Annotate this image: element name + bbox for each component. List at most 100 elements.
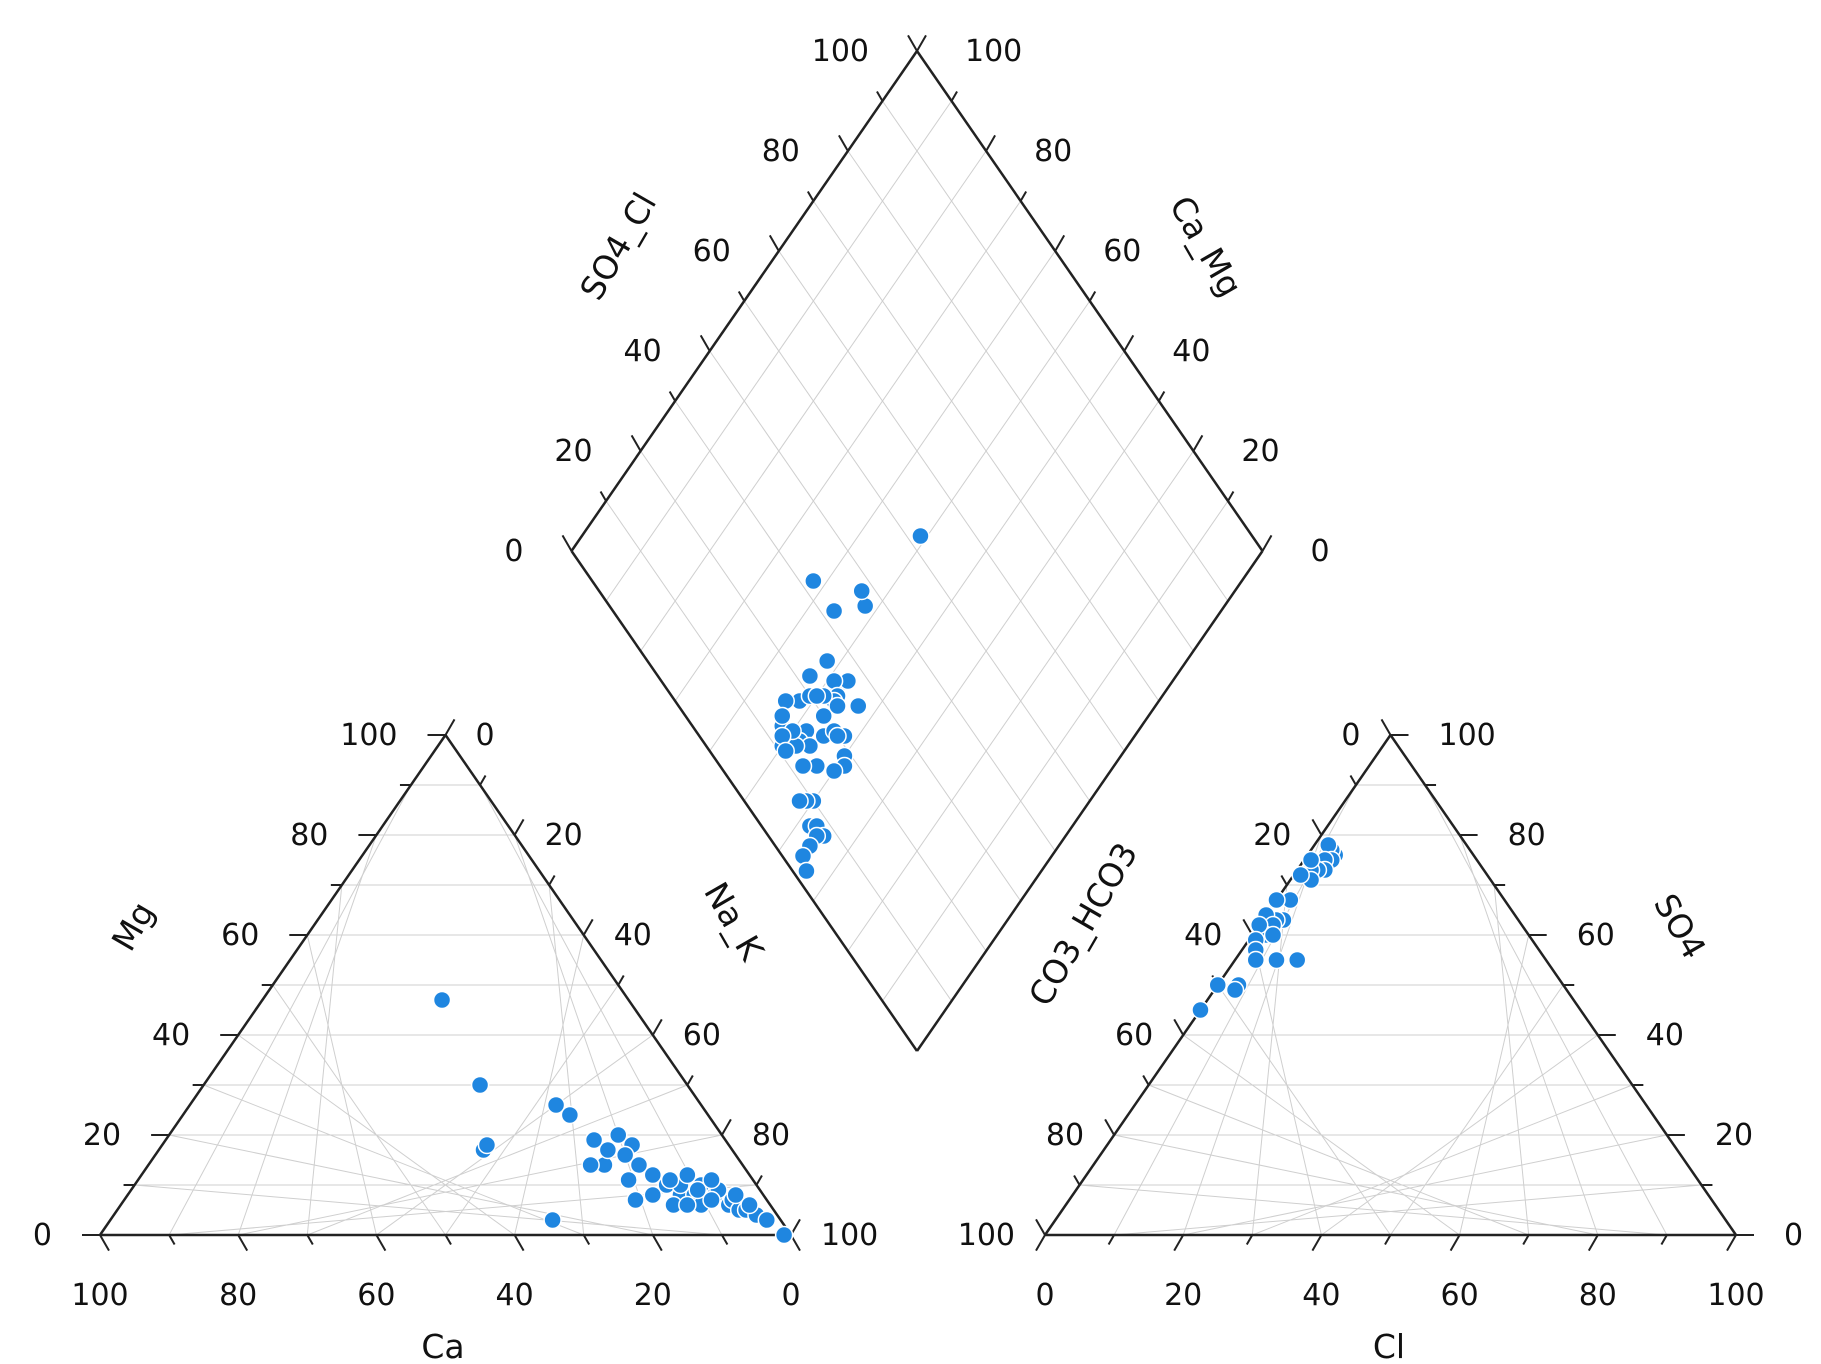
cation-bottom-tick <box>168 1234 176 1246</box>
cation-grid-line <box>134 1184 722 1236</box>
cation-data-point <box>740 1195 759 1215</box>
diamond-data-point <box>793 846 813 866</box>
anion-left-tick <box>1280 874 1288 886</box>
cation-data-point <box>660 1170 680 1190</box>
diamond-grid-line <box>709 250 1056 752</box>
anion-data-point <box>1319 835 1338 855</box>
anion-grid-line <box>1459 934 1530 1236</box>
cation-bottom-tick-label: 80 <box>219 1278 257 1313</box>
diamond-data-point <box>814 706 833 726</box>
anion-bottom-tick <box>1522 1234 1530 1246</box>
diamond-grid-line <box>605 100 952 602</box>
cation-data-point <box>726 1185 745 1205</box>
anion-bottom-tick-label: 80 <box>1579 1278 1617 1313</box>
diamond-grid-line <box>812 200 1160 702</box>
diamond-data-point <box>824 761 844 781</box>
cation-left-tick-label: 0 <box>33 1218 52 1253</box>
anion-grid-line <box>1424 784 1668 1236</box>
cation-data-point <box>432 990 452 1010</box>
diamond-data-point <box>800 666 820 686</box>
diamond-left-tick-label: 60 <box>693 234 731 269</box>
diamond-grid-line <box>743 300 1091 802</box>
diamond-data-point <box>828 726 847 746</box>
cation-data-point <box>470 1075 490 1095</box>
diamond-grid-line <box>674 200 1022 702</box>
diamond-data-point <box>776 741 795 761</box>
cation-left-axis-title: Mg <box>104 895 162 957</box>
diamond-data-point <box>807 686 827 706</box>
anion-left-tick-label: 60 <box>1115 1018 1153 1053</box>
diamond-left-tick <box>699 334 711 352</box>
cation-right-tick-label: 0 <box>476 718 495 753</box>
cation-data-point <box>688 1180 707 1200</box>
cation-grid-line <box>479 784 723 1236</box>
diamond-right-tick-label: 80 <box>1034 134 1072 169</box>
anion-left-tick-label: 0 <box>1341 718 1360 753</box>
anion-grid-line <box>1148 1084 1529 1236</box>
cation-right-tick <box>721 1118 732 1136</box>
anion-left-tick <box>1035 1218 1046 1236</box>
cation-bottom-tick <box>99 1234 110 1252</box>
cation-right-tick <box>444 718 456 736</box>
diamond-lower-right-axis <box>915 550 1264 1052</box>
diamond-left-tick <box>907 34 918 52</box>
anion-bottom-tick <box>1311 1234 1323 1252</box>
anion-left-tick-label: 40 <box>1184 918 1222 953</box>
diamond-left-tick-label: 0 <box>504 534 523 569</box>
cation-right-tick-label: 100 <box>821 1218 878 1253</box>
anion-right-tick-label: 80 <box>1508 818 1546 853</box>
data-points <box>432 526 1345 1245</box>
diamond-data-point <box>849 696 868 716</box>
anion-right-tick-label: 0 <box>1784 1218 1803 1253</box>
cation-data-point <box>629 1155 649 1175</box>
anion-grid-line <box>1113 1134 1598 1236</box>
diamond-left-tick-label: 80 <box>762 134 800 169</box>
tick-marks <box>82 34 1754 1252</box>
diamond-left-tick <box>806 190 815 202</box>
cation-right-tick-label: 20 <box>545 818 583 853</box>
cation-data-point <box>560 1105 580 1125</box>
diamond-data-point <box>852 581 871 601</box>
anion-bottom-tick <box>1173 1234 1185 1252</box>
cation-right-tick-label: 40 <box>614 918 652 953</box>
diamond-right-tick-label: 0 <box>1311 534 1330 569</box>
diamond-data-point <box>776 691 795 711</box>
diamond-data-point <box>793 756 813 776</box>
anion-left-tick <box>1073 1174 1081 1186</box>
diamond-data-point <box>804 571 823 591</box>
diamond-right-tick <box>1192 434 1204 452</box>
cation-right-tick <box>755 1174 763 1186</box>
cation-right-tick <box>617 974 625 986</box>
cation-left-tick-label: 100 <box>340 718 397 753</box>
cation-data-point <box>643 1185 663 1205</box>
cation-grid-line <box>168 1134 653 1236</box>
anion-left-tick <box>1104 1118 1115 1136</box>
anion-bottom-tick <box>1035 1234 1046 1252</box>
cation-data-point <box>584 1130 604 1150</box>
cation-data-point <box>543 1210 562 1230</box>
cation-bottom-tick <box>513 1234 525 1252</box>
diamond-data-point <box>773 706 792 726</box>
anion-grid-line <box>1182 1034 1460 1236</box>
anion-data-point <box>1267 950 1286 970</box>
cation-bottom-tick-label: 60 <box>357 1278 395 1313</box>
anion-bottom-tick <box>1245 1234 1254 1246</box>
cation-bottom-tick <box>375 1234 387 1252</box>
anion-bottom-tick-label: 0 <box>1035 1278 1054 1313</box>
cation-data-point <box>678 1165 697 1185</box>
anion-bottom-tick-label: 40 <box>1302 1278 1340 1313</box>
cation-grid-line <box>514 834 654 1236</box>
diamond-right-tick <box>1123 334 1135 352</box>
cation-data-point <box>626 1190 645 1210</box>
cation-data-point <box>702 1170 721 1190</box>
anion-right-tick-label: 40 <box>1646 1018 1684 1053</box>
diamond-data-point <box>855 596 875 616</box>
anion-data-point <box>1225 980 1245 1000</box>
cation-bottom-tick <box>306 1234 314 1246</box>
anion-right-tick-label: 20 <box>1715 1118 1753 1153</box>
cation-bottom-tick <box>444 1234 452 1246</box>
cation-bottom-tick <box>721 1234 729 1246</box>
anion-data-point <box>1287 950 1307 970</box>
cation-grid-line <box>203 1084 584 1236</box>
